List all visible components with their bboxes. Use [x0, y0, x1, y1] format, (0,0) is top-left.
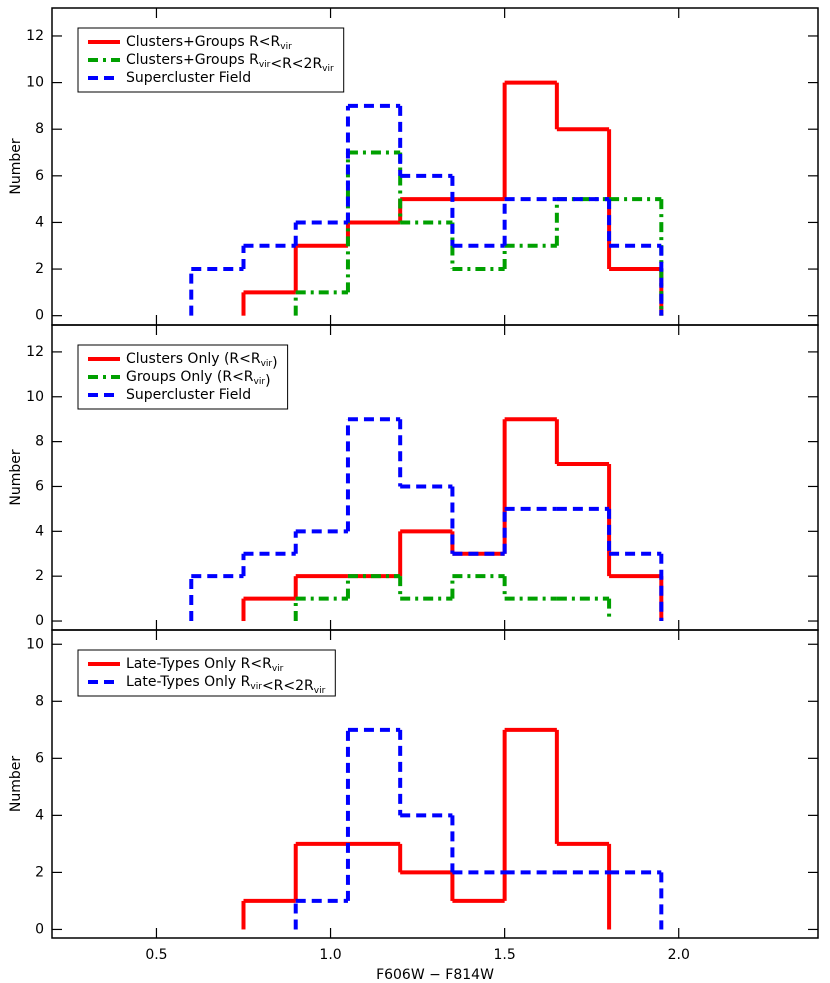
- legend-label: Late-Types Only R<Rvir: [126, 656, 284, 674]
- y-axis-label: Number: [8, 138, 24, 194]
- legend-label: Supercluster Field: [126, 70, 251, 86]
- x-axis-label: F606W − F814W: [376, 967, 494, 983]
- legend-label: Supercluster Field: [126, 387, 251, 403]
- y-tick-label: 6: [35, 750, 44, 766]
- x-tick-label: 2.0: [668, 947, 690, 963]
- y-tick-label: 10: [26, 75, 44, 91]
- legend-label: Groups Only (R<Rvir): [126, 369, 271, 389]
- y-axis-label: Number: [8, 449, 24, 505]
- y-tick-label: 12: [26, 28, 44, 44]
- y-tick-label: 8: [35, 693, 44, 709]
- y-tick-label: 2: [35, 864, 44, 880]
- y-tick-label: 4: [35, 214, 44, 230]
- legend-label: Clusters+Groups Rvir<R<2Rvir: [126, 52, 334, 74]
- y-tick-label: 0: [35, 613, 44, 629]
- y-tick-label: 4: [35, 523, 44, 539]
- y-tick-label: 4: [35, 807, 44, 823]
- plot-frame: [51, 629, 819, 939]
- x-tick-label: 1.0: [319, 947, 341, 963]
- legend-box: [77, 649, 336, 697]
- y-tick-label: 2: [35, 568, 44, 584]
- y-tick-label: 2: [35, 261, 44, 277]
- y-tick-label: 6: [35, 168, 44, 184]
- y-tick-label: 6: [35, 478, 44, 494]
- x-tick-label: 1.5: [494, 947, 516, 963]
- y-axis-label: Number: [8, 756, 24, 812]
- legend-label: Clusters Only (R<Rvir): [126, 351, 278, 371]
- legend-label: Late-Types Only Rvir<R<2Rvir: [126, 674, 326, 696]
- y-tick-label: 10: [26, 636, 44, 652]
- y-tick-label: 8: [35, 121, 44, 137]
- legend-box: [77, 27, 345, 93]
- y-tick-label: 0: [35, 308, 44, 324]
- y-tick-label: 0: [35, 921, 44, 937]
- y-tick-label: 10: [26, 389, 44, 405]
- legend-label: Clusters+Groups R<Rvir: [126, 34, 292, 52]
- y-tick-label: 12: [26, 344, 44, 360]
- y-tick-label: 8: [35, 434, 44, 450]
- x-tick-label: 0.5: [145, 947, 167, 963]
